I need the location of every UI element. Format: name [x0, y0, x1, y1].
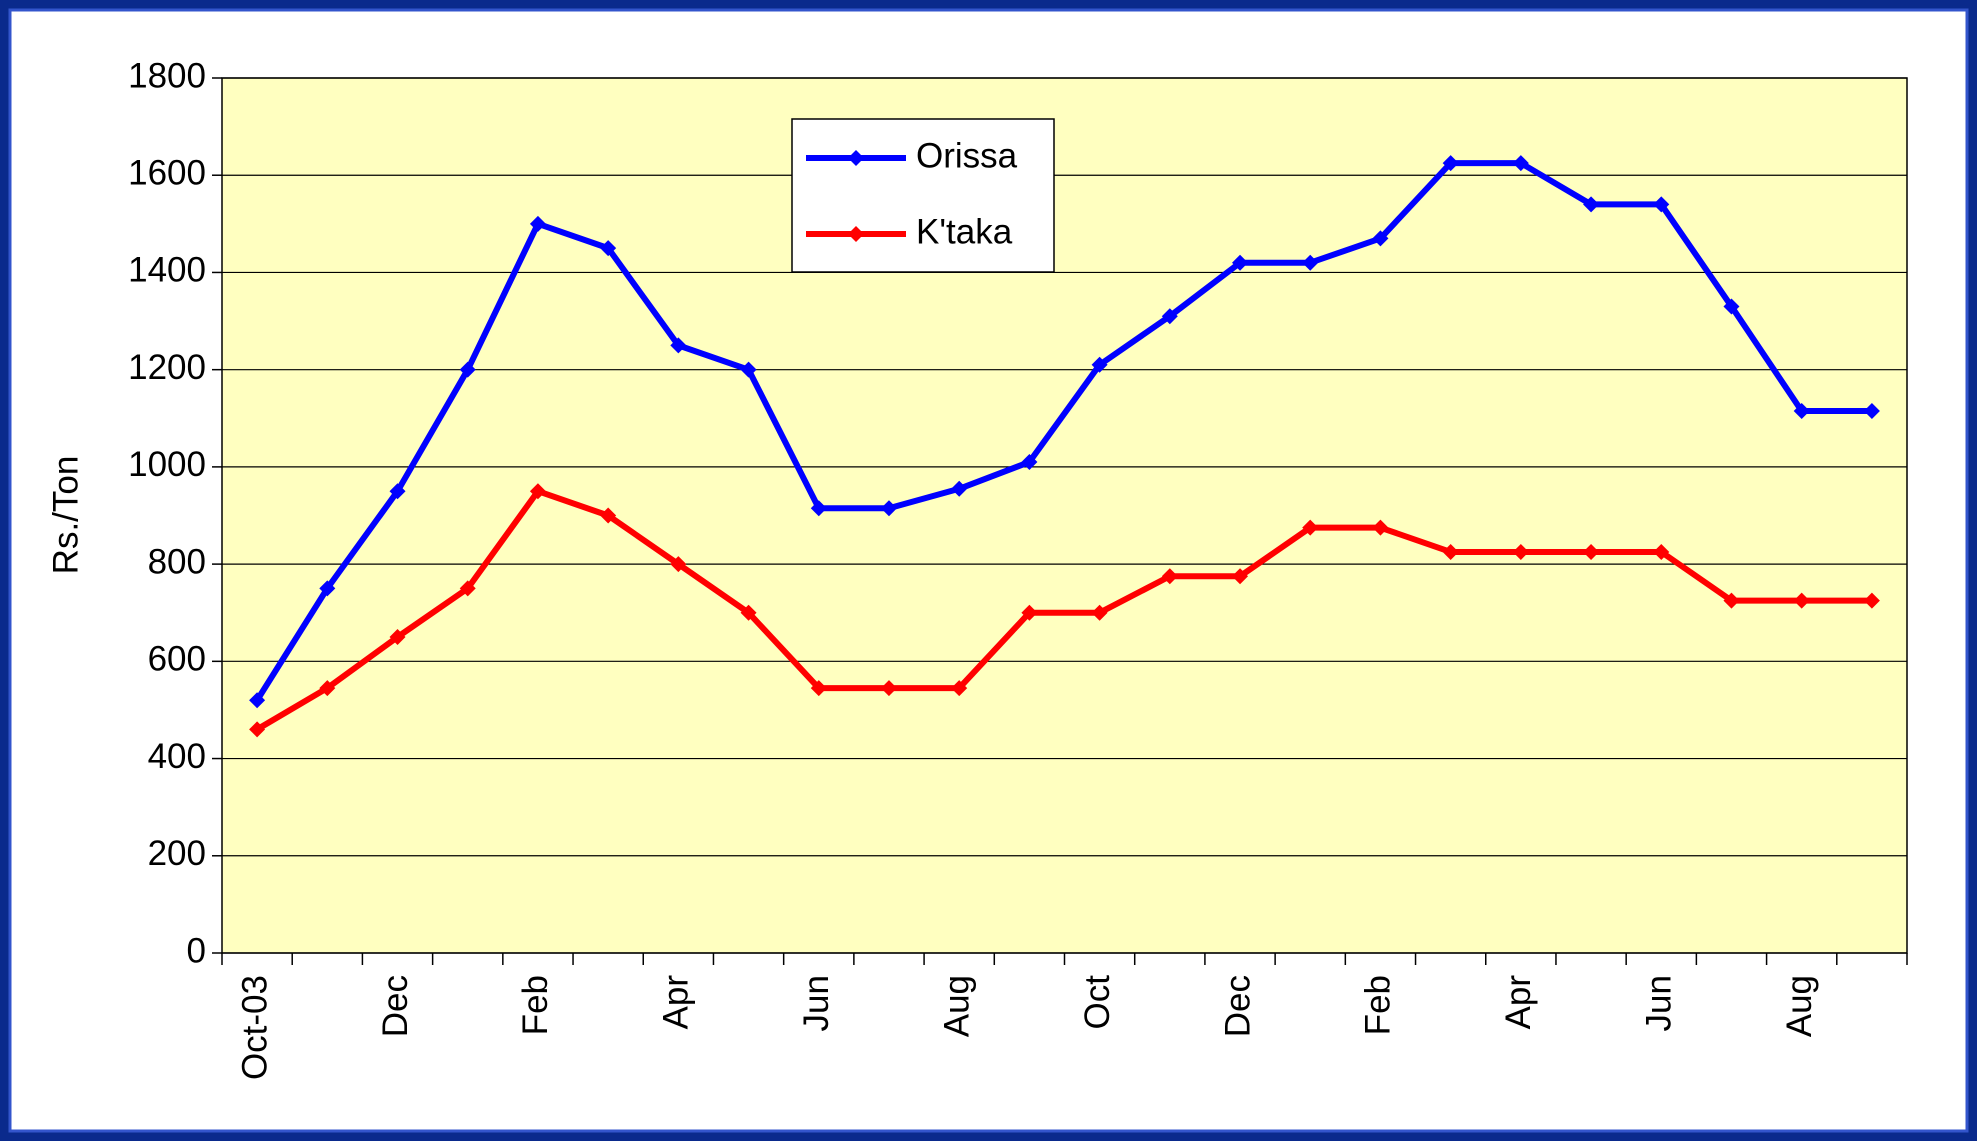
legend-label: K'taka: [916, 212, 1013, 251]
x-tick-label: Aug: [1780, 975, 1819, 1037]
y-tick-label: 800: [148, 542, 206, 581]
point-marker: [1653, 196, 1670, 213]
y-tick-label: 1800: [128, 56, 206, 95]
point-marker: [1863, 592, 1880, 609]
point-marker: [1021, 604, 1038, 621]
point-marker: [389, 483, 406, 500]
x-tick-label: Apr: [1499, 975, 1538, 1030]
x-tick-label: Jun: [797, 975, 836, 1031]
point-marker: [1372, 519, 1389, 536]
point-marker: [1091, 356, 1108, 373]
y-tick-label: 1600: [128, 153, 206, 192]
point-marker: [1442, 543, 1459, 560]
series-line: [255, 488, 1872, 732]
point-marker: [529, 483, 546, 500]
point-marker: [389, 629, 406, 646]
legend-label: Orissa: [916, 136, 1018, 175]
point-marker: [670, 337, 687, 354]
x-tick-label: Oct-03: [235, 975, 274, 1080]
point-marker: [249, 721, 266, 738]
point-marker: [1442, 155, 1459, 172]
point-marker: [951, 680, 968, 697]
point-marker: [880, 680, 897, 697]
point-marker: [1723, 592, 1740, 609]
y-tick-label: 1000: [128, 445, 206, 484]
point-marker: [1583, 543, 1600, 560]
point-marker: [529, 215, 546, 232]
x-tick-label: Dec: [1218, 975, 1257, 1037]
point-marker: [1372, 230, 1389, 247]
y-tick-label: 200: [148, 834, 206, 873]
point-marker: [1512, 543, 1529, 560]
point-marker: [1232, 254, 1249, 271]
point-marker: [459, 580, 476, 597]
point-marker: [1583, 196, 1600, 213]
point-marker: [600, 240, 617, 257]
point-marker: [740, 604, 757, 621]
point-marker: [810, 680, 827, 697]
point-marker: [319, 680, 336, 697]
point-marker: [1161, 308, 1178, 325]
plot-area: [221, 77, 1908, 954]
point-marker: [1512, 155, 1529, 172]
point-marker: [1793, 402, 1810, 419]
legend-marker: [848, 150, 864, 166]
point-marker: [600, 507, 617, 524]
y-tick-label: 600: [148, 640, 206, 679]
point-marker: [319, 580, 336, 597]
x-tick-label: Oct: [1078, 975, 1117, 1030]
point-marker: [810, 500, 827, 517]
x-tick-label: Jun: [1640, 975, 1679, 1031]
point-marker: [1232, 568, 1249, 585]
x-tick-label: Feb: [516, 975, 555, 1035]
point-marker: [249, 692, 266, 709]
x-tick-label: Dec: [376, 975, 415, 1037]
legend-box: [791, 118, 1055, 273]
y-tick-label: 1400: [128, 251, 206, 290]
point-marker: [1021, 454, 1038, 471]
y-tick-label: 1200: [128, 348, 206, 387]
point-marker: [1302, 254, 1319, 271]
x-tick-label: Apr: [657, 975, 696, 1030]
x-tick-label: Aug: [937, 975, 976, 1037]
point-marker: [459, 361, 476, 378]
point-marker: [880, 500, 897, 517]
point-marker: [1302, 519, 1319, 536]
point-marker: [1091, 604, 1108, 621]
y-tick-label: 400: [148, 737, 206, 776]
point-marker: [740, 361, 757, 378]
point-marker: [1161, 568, 1178, 585]
legend-marker: [848, 226, 864, 242]
point-marker: [1793, 592, 1810, 609]
point-marker: [670, 556, 687, 573]
point-marker: [1653, 543, 1670, 560]
x-tick-label: Feb: [1359, 975, 1398, 1035]
point-marker: [1863, 402, 1880, 419]
point-marker: [1723, 298, 1740, 315]
series-line: [254, 160, 1872, 702]
point-marker: [951, 480, 968, 497]
y-tick-label: 0: [187, 931, 206, 970]
y-axis-label: Rs./Ton: [46, 456, 85, 575]
